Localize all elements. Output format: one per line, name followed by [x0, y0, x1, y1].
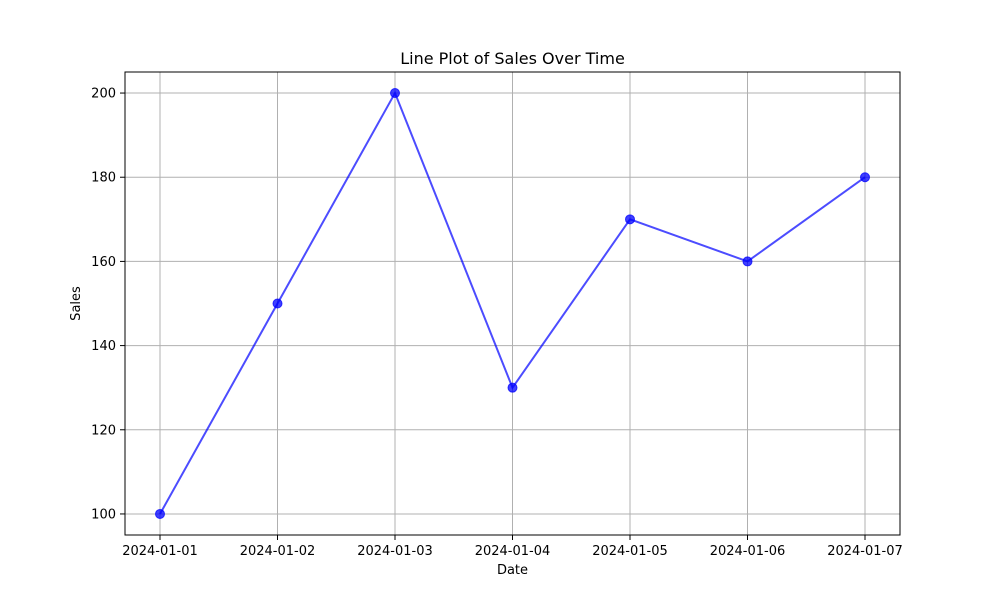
sales-series-points: [155, 88, 870, 519]
x-tick-label: 2024-01-05: [592, 544, 668, 559]
x-tick-label: 2024-01-02: [240, 544, 316, 559]
data-point: [625, 214, 635, 225]
x-tick-label: 2024-01-04: [475, 544, 551, 559]
data-point: [390, 88, 400, 99]
x-tick-label: 2024-01-03: [357, 544, 433, 559]
chart-title: Line Plot of Sales Over Time: [400, 49, 625, 68]
data-point: [860, 172, 870, 183]
y-tick-label: 120: [91, 423, 116, 438]
x-tick-label: 2024-01-07: [827, 544, 903, 559]
y-tick-label: 180: [91, 171, 116, 186]
grid: [125, 72, 900, 535]
data-point: [272, 298, 283, 309]
y-tick-label: 160: [91, 255, 116, 270]
y-tick-label: 200: [91, 87, 116, 102]
y-tick-label: 140: [91, 339, 116, 354]
x-tick-label: 2024-01-06: [710, 544, 786, 559]
data-point: [155, 508, 165, 519]
y-axis-title: Sales: [69, 286, 84, 321]
x-tick-label: 2024-01-01: [122, 544, 198, 559]
data-point: [742, 256, 753, 267]
x-axis-title: Date: [497, 563, 528, 578]
y-tick-label: 100: [91, 507, 116, 522]
axis-ticks: 2024-01-01 2024-01-02 2024-01-03 2024-01-04…: [91, 87, 903, 559]
data-point: [507, 382, 518, 393]
